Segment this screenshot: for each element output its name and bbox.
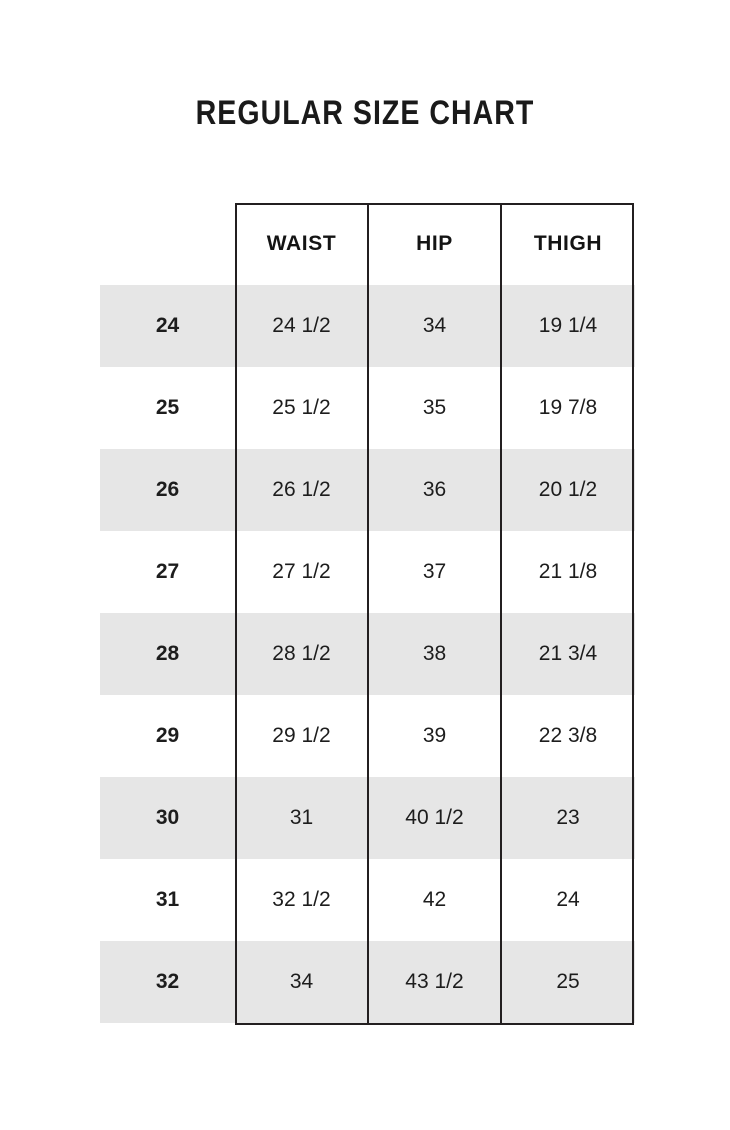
- cell-waist: 26 1/2: [272, 478, 331, 501]
- table-row: 28 28 1/2 38 21 3/4: [100, 613, 635, 695]
- cell-hip: 40 1/2: [405, 806, 464, 829]
- cell-thigh: 23: [556, 806, 580, 829]
- cell-waist: 25 1/2: [272, 396, 331, 419]
- cell-waist: 29 1/2: [272, 724, 331, 747]
- cell-waist: 32 1/2: [272, 888, 331, 911]
- cell-thigh: 22 3/8: [538, 724, 598, 747]
- cell-waist: 24 1/2: [272, 314, 331, 337]
- cell-hip: 43 1/2: [405, 970, 464, 993]
- table-row: 26 26 1/2 36 20 1/2: [100, 449, 635, 531]
- cell-waist: 27 1/2: [272, 560, 331, 583]
- header-cell-size: [100, 203, 235, 285]
- table-row: 24 24 1/2 34 19 1/4: [100, 285, 635, 367]
- cell-thigh: 20 1/2: [538, 478, 598, 501]
- table-row: 32 34 43 1/2 25: [100, 941, 635, 1023]
- header-cell-hip: HIP: [416, 232, 453, 255]
- cell-waist: 34: [289, 970, 314, 993]
- cell-hip: 34: [422, 314, 447, 337]
- cell-size: 32: [155, 970, 180, 993]
- cell-hip: 42: [422, 888, 447, 911]
- size-table: WAIST HIP THIGH 24 24 1/2 34 19 1/4 25 25 1/2 35 1…: [100, 203, 635, 1023]
- header-cell-thigh: THIGH: [533, 232, 603, 255]
- cell-size: 30: [155, 806, 180, 829]
- cell-waist: 28 1/2: [272, 642, 331, 665]
- cell-size: 24: [155, 314, 180, 337]
- cell-thigh: 21 1/8: [538, 560, 598, 583]
- cell-size: 26: [155, 478, 180, 501]
- table-row: 27 27 1/2 37 21 1/8: [100, 531, 635, 613]
- table-row: 29 29 1/2 39 22 3/8: [100, 695, 635, 777]
- cell-size: 28: [155, 642, 180, 665]
- cell-hip: 38: [422, 642, 447, 665]
- cell-thigh: 24: [556, 888, 580, 911]
- page-title: REGULAR SIZE CHART: [195, 94, 535, 132]
- cell-size: 25: [155, 396, 180, 419]
- cell-waist: 31: [289, 806, 314, 829]
- table-header-row: WAIST HIP THIGH: [100, 203, 635, 285]
- cell-thigh: 25: [556, 970, 580, 993]
- table-row: 25 25 1/2 35 19 7/8: [100, 367, 635, 449]
- cell-thigh: 21 3/4: [538, 642, 598, 665]
- table-row: 30 31 40 1/2 23: [100, 777, 635, 859]
- cell-size: 29: [155, 724, 180, 747]
- cell-hip: 37: [422, 560, 447, 583]
- cell-hip: 39: [422, 724, 447, 747]
- cell-size: 31: [155, 888, 180, 911]
- cell-thigh: 19 1/4: [538, 314, 598, 337]
- cell-thigh: 19 7/8: [538, 396, 598, 419]
- table-row: 31 32 1/2 42 24: [100, 859, 635, 941]
- header-cell-waist: WAIST: [266, 232, 337, 255]
- cell-size: 27: [155, 560, 180, 583]
- cell-hip: 36: [422, 478, 447, 501]
- cell-hip: 35: [422, 396, 447, 419]
